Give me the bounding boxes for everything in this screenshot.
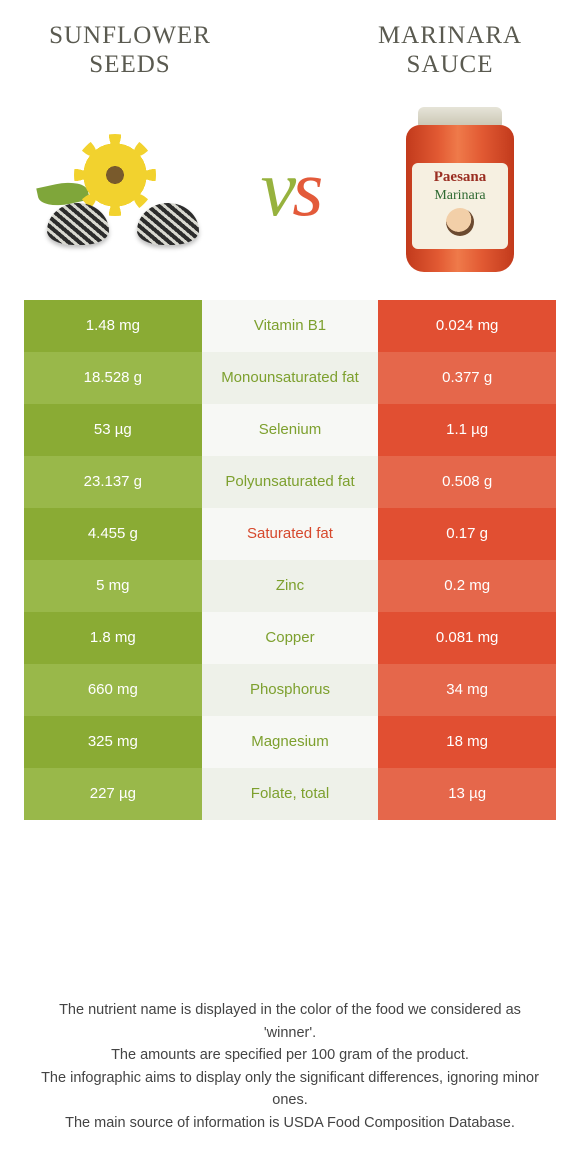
- table-row: 1.8 mgCopper0.081 mg: [24, 612, 556, 664]
- left-food-title-text: SUNFLOWER SEEDS: [49, 22, 211, 78]
- nutrient-name: Magnesium: [202, 716, 379, 768]
- right-value: 0.081 mg: [378, 612, 556, 664]
- right-value: 0.024 mg: [378, 300, 556, 352]
- table-row: 227 µgFolate, total13 µg: [24, 768, 556, 820]
- left-value: 325 mg: [24, 716, 202, 768]
- right-value: 0.17 g: [378, 508, 556, 560]
- nutrient-name: Selenium: [202, 404, 379, 456]
- table-row: 5 mgZinc0.2 mg: [24, 560, 556, 612]
- left-value: 23.137 g: [24, 456, 202, 508]
- nutrient-name: Folate, total: [202, 768, 379, 820]
- right-value: 0.508 g: [378, 456, 556, 508]
- left-food-title: SUNFLOWER SEEDS: [30, 22, 230, 80]
- right-value: 18 mg: [378, 716, 556, 768]
- table-row: 18.528 gMonounsaturated fat0.377 g: [24, 352, 556, 404]
- vs-v: v: [261, 145, 293, 233]
- sunflower-icon: [35, 135, 205, 245]
- vs-s: s: [292, 145, 319, 233]
- nutrient-name: Zinc: [202, 560, 379, 612]
- left-value: 18.528 g: [24, 352, 202, 404]
- footer-line: The nutrient name is displayed in the co…: [36, 999, 544, 1044]
- left-value: 5 mg: [24, 560, 202, 612]
- left-value: 1.8 mg: [24, 612, 202, 664]
- footer-line: The main source of information is USDA F…: [36, 1112, 544, 1134]
- right-food-image: Paesana Marinara: [370, 120, 550, 260]
- comparison-header: SUNFLOWER SEEDS MARINARA SAUCE: [0, 0, 580, 90]
- right-food-title: MARINARA SAUCE: [350, 22, 550, 80]
- left-food-image: [30, 120, 210, 260]
- right-value: 34 mg: [378, 664, 556, 716]
- right-food-title-text: MARINARA SAUCE: [378, 22, 522, 78]
- left-value: 53 µg: [24, 404, 202, 456]
- nutrient-name: Monounsaturated fat: [202, 352, 379, 404]
- table-row: 4.455 gSaturated fat0.17 g: [24, 508, 556, 560]
- nutrient-name: Vitamin B1: [202, 300, 379, 352]
- marinara-jar-icon: Paesana Marinara: [400, 107, 520, 272]
- footer-line: The infographic aims to display only the…: [36, 1067, 544, 1112]
- table-row: 660 mgPhosphorus34 mg: [24, 664, 556, 716]
- nutrient-name: Saturated fat: [202, 508, 379, 560]
- nutrient-name: Copper: [202, 612, 379, 664]
- nutrient-name: Phosphorus: [202, 664, 379, 716]
- hero-row: vs Paesana Marinara: [0, 90, 580, 300]
- table-row: 325 mgMagnesium18 mg: [24, 716, 556, 768]
- vs-label: vs: [261, 144, 320, 235]
- right-value: 13 µg: [378, 768, 556, 820]
- left-value: 4.455 g: [24, 508, 202, 560]
- jar-flavor: Marinara: [434, 188, 485, 204]
- footer-line: The amounts are specified per 100 gram o…: [36, 1044, 544, 1066]
- left-value: 227 µg: [24, 768, 202, 820]
- footer-notes: The nutrient name is displayed in the co…: [0, 999, 580, 1134]
- right-value: 0.377 g: [378, 352, 556, 404]
- left-value: 1.48 mg: [24, 300, 202, 352]
- left-value: 660 mg: [24, 664, 202, 716]
- right-value: 0.2 mg: [378, 560, 556, 612]
- nutrient-table: 1.48 mgVitamin B10.024 mg18.528 gMonouns…: [24, 300, 556, 820]
- table-row: 1.48 mgVitamin B10.024 mg: [24, 300, 556, 352]
- table-row: 53 µgSelenium1.1 µg: [24, 404, 556, 456]
- jar-brand: Paesana: [434, 169, 487, 186]
- nutrient-name: Polyunsaturated fat: [202, 456, 379, 508]
- right-value: 1.1 µg: [378, 404, 556, 456]
- table-row: 23.137 gPolyunsaturated fat0.508 g: [24, 456, 556, 508]
